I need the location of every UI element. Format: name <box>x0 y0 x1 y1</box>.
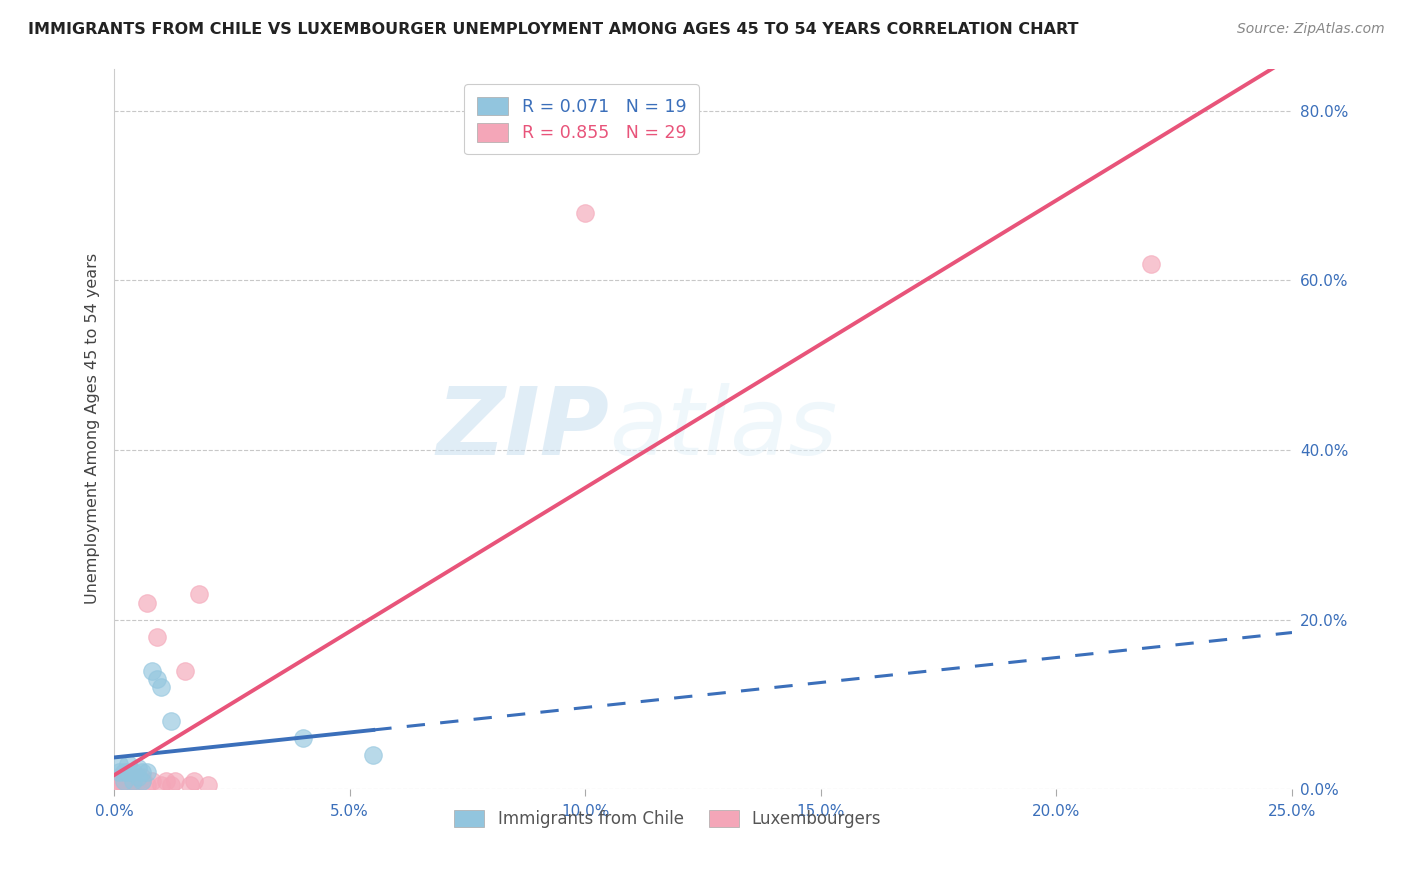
Point <box>122 773 145 788</box>
Point <box>136 596 159 610</box>
Point <box>291 731 314 746</box>
Point <box>141 664 163 678</box>
Point <box>574 205 596 219</box>
Point <box>122 765 145 780</box>
Point <box>131 773 153 788</box>
Point <box>150 778 173 792</box>
Point <box>179 778 201 792</box>
Point <box>112 773 135 788</box>
Point <box>145 630 167 644</box>
Point <box>159 778 181 792</box>
Point <box>183 773 205 788</box>
Point <box>173 664 195 678</box>
Point <box>117 773 139 788</box>
Point <box>159 714 181 729</box>
Point <box>197 778 219 792</box>
Point <box>108 773 131 788</box>
Point <box>136 765 159 780</box>
Point <box>112 765 135 780</box>
Point <box>127 761 149 775</box>
Point <box>108 756 131 771</box>
Point <box>188 587 211 601</box>
Point <box>155 773 177 788</box>
Point <box>108 770 131 784</box>
Point <box>117 765 139 780</box>
Y-axis label: Unemployment Among Ages 45 to 54 years: Unemployment Among Ages 45 to 54 years <box>86 253 100 605</box>
Text: IMMIGRANTS FROM CHILE VS LUXEMBOURGER UNEMPLOYMENT AMONG AGES 45 TO 54 YEARS COR: IMMIGRANTS FROM CHILE VS LUXEMBOURGER UN… <box>28 22 1078 37</box>
Point <box>108 765 131 780</box>
Text: Source: ZipAtlas.com: Source: ZipAtlas.com <box>1237 22 1385 37</box>
Text: ZIP: ZIP <box>436 383 609 475</box>
Point <box>145 672 167 686</box>
Point <box>108 778 131 792</box>
Point <box>112 773 135 788</box>
Point <box>117 770 139 784</box>
Point <box>112 778 135 792</box>
Point <box>117 756 139 771</box>
Point <box>141 773 163 788</box>
Point <box>131 773 153 788</box>
Point <box>127 770 149 784</box>
Point <box>117 778 139 792</box>
Point <box>136 778 159 792</box>
Point <box>150 681 173 695</box>
Point <box>122 773 145 788</box>
Point <box>1139 256 1161 270</box>
Point <box>127 773 149 788</box>
Point <box>127 770 149 784</box>
Point <box>165 773 187 788</box>
Point <box>122 778 145 792</box>
Legend: Immigrants from Chile, Luxembourgers: Immigrants from Chile, Luxembourgers <box>447 804 889 835</box>
Point <box>131 770 153 784</box>
Point <box>131 765 153 780</box>
Text: atlas: atlas <box>609 384 837 475</box>
Point <box>363 748 385 763</box>
